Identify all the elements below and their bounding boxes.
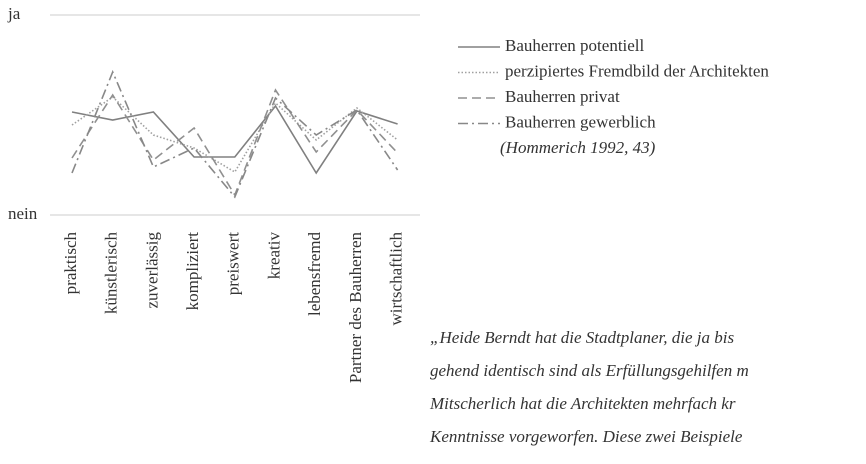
y-tick-label: nein xyxy=(8,204,38,223)
x-tick-label: zuverlässig xyxy=(142,232,161,309)
x-tick-label: künstlerisch xyxy=(102,232,121,315)
quote-line: Kenntnisse vorgeworfen. Diese zwei Beisp… xyxy=(429,427,743,446)
legend-label: Bauherren gewerblich xyxy=(505,112,656,131)
series-line xyxy=(71,69,399,199)
x-tick-label: preiswert xyxy=(224,232,243,296)
x-tick-label: wirtschaftlich xyxy=(387,232,406,326)
x-tick-label: lebensfremd xyxy=(305,232,324,317)
series-line xyxy=(71,104,398,175)
x-tick-label: kreativ xyxy=(264,232,283,280)
source: (Hommerich 1992, 43) xyxy=(500,138,656,157)
x-tick-label: Partner des Bauherren xyxy=(346,232,365,384)
legend-label: Bauherren privat xyxy=(505,87,620,106)
x-tick-label: praktisch xyxy=(61,232,80,295)
quote-line: Mitscherlich hat die Architekten mehrfac… xyxy=(429,394,736,413)
x-tick-label: kompliziert xyxy=(183,232,202,311)
quote-line: gehend identisch sind als Erfüllungsgehi… xyxy=(430,361,749,380)
y-tick-label: ja xyxy=(7,4,21,23)
legend-label: Bauherren potentiell xyxy=(505,36,645,55)
quote-line: „Heide Berndt hat die Stadtplaner, die j… xyxy=(430,328,734,347)
legend-label: perzipiertes Fremdbild der Architekten xyxy=(505,61,769,80)
series-line xyxy=(71,88,399,197)
